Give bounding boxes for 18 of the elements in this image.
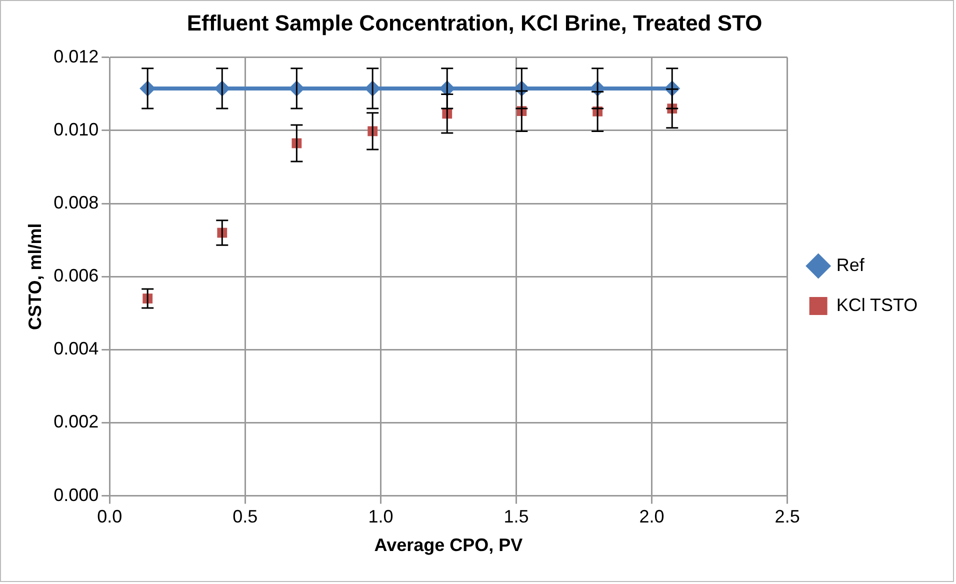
x-tick-label: 2.5 xyxy=(774,506,800,527)
y-tick-label: 0.002 xyxy=(54,412,99,432)
x-tick-label: 0.0 xyxy=(97,506,122,527)
y-tick-label: 0.006 xyxy=(54,266,99,286)
x-tick-label: 2.0 xyxy=(639,506,664,527)
y-axis-title: CSTO, ml/ml xyxy=(24,223,45,330)
y-tick-label: 0.004 xyxy=(54,338,99,359)
x-axis-title: Average CPO, PV xyxy=(374,535,523,556)
y-tick-label: 0.000 xyxy=(54,484,99,505)
y-tick-label: 0.008 xyxy=(54,192,99,212)
chart-title: Effluent Sample Concentration, KCl Brine, Treated STO xyxy=(186,10,762,36)
x-tick-label: 0.5 xyxy=(232,506,258,527)
x-tick-label: 1.5 xyxy=(504,506,529,527)
legend-label: KCl TSTO xyxy=(836,294,918,315)
y-tick-label: 0.012 xyxy=(54,46,99,66)
legend-label: Ref xyxy=(836,254,866,275)
x-tick-label: 1.0 xyxy=(368,506,394,527)
y-tick-label: 0.010 xyxy=(54,119,99,140)
